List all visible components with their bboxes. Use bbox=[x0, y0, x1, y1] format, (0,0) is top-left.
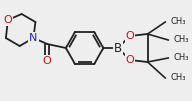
Text: CH₃: CH₃ bbox=[170, 74, 186, 83]
Text: CH₃: CH₃ bbox=[173, 35, 189, 45]
Text: CH₃: CH₃ bbox=[170, 17, 186, 26]
Text: O: O bbox=[126, 55, 134, 65]
Text: B: B bbox=[114, 42, 122, 55]
Text: CH₃: CH₃ bbox=[173, 54, 189, 63]
Text: O: O bbox=[43, 56, 52, 66]
Text: O: O bbox=[126, 31, 134, 41]
Polygon shape bbox=[68, 29, 101, 67]
Text: O: O bbox=[3, 15, 12, 25]
Text: N: N bbox=[29, 33, 38, 43]
